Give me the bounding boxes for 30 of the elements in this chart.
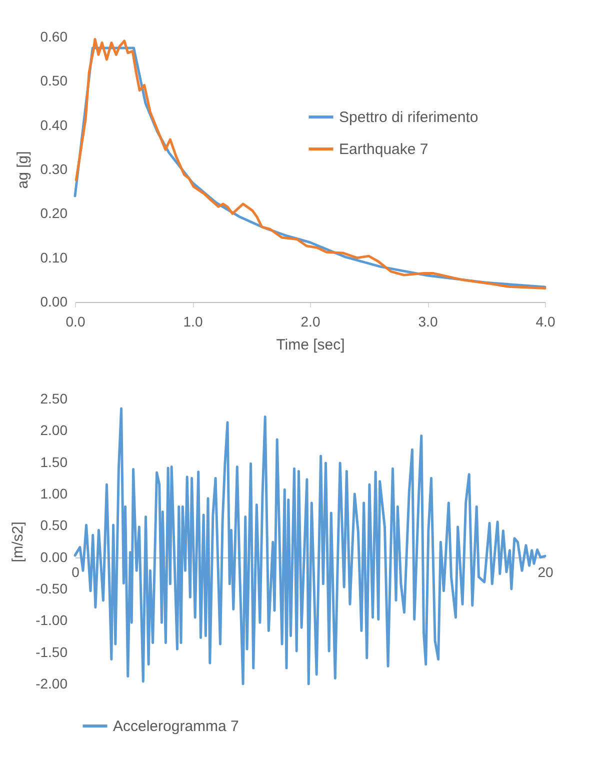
y-tick-label: 0.40 <box>40 116 68 133</box>
y-tick-label: 1.00 <box>40 486 68 502</box>
x-tick-label: 4.0 <box>536 314 556 330</box>
y-tick-label: 0.00 <box>40 548 68 565</box>
legend-label: Spettro di riferimento <box>339 109 478 126</box>
y-tick-label: 0.60 <box>40 28 68 44</box>
legend-label: Accelerogramma 7 <box>113 718 239 735</box>
x-tick-label: 3.0 <box>418 314 438 330</box>
y-tick-label: -2.00 <box>36 676 68 692</box>
x-tick-label: 0 <box>72 564 80 580</box>
y-axis-title: ag [g] <box>14 151 32 189</box>
y-axis-title: [m/s2] <box>10 522 27 562</box>
x-tick-label: 0.0 <box>66 314 86 330</box>
y-tick-label: 2.00 <box>40 422 68 438</box>
y-tick-label: 0.30 <box>40 161 68 177</box>
y-tick-label: 0.50 <box>40 517 68 534</box>
y-tick-label: 0.10 <box>40 249 68 266</box>
y-tick-label: 1.50 <box>40 454 68 470</box>
x-axis-title: Time [sec] <box>276 336 345 354</box>
y-tick-label: -1.00 <box>36 612 68 628</box>
y-tick-label: 2.50 <box>40 390 68 406</box>
y-tick-label: -0.50 <box>36 580 68 596</box>
x-tick-label: 1.0 <box>183 314 203 330</box>
x-tick-label: 20 <box>538 564 554 580</box>
legend-label: Earthquake 7 <box>339 141 428 158</box>
y-tick-label: 0.00 <box>40 294 68 310</box>
y-tick-label: -1.50 <box>36 644 68 660</box>
x-tick-label: 2.0 <box>300 314 320 330</box>
y-tick-label: 0.50 <box>40 72 68 89</box>
y-tick-label: 0.20 <box>40 205 68 222</box>
